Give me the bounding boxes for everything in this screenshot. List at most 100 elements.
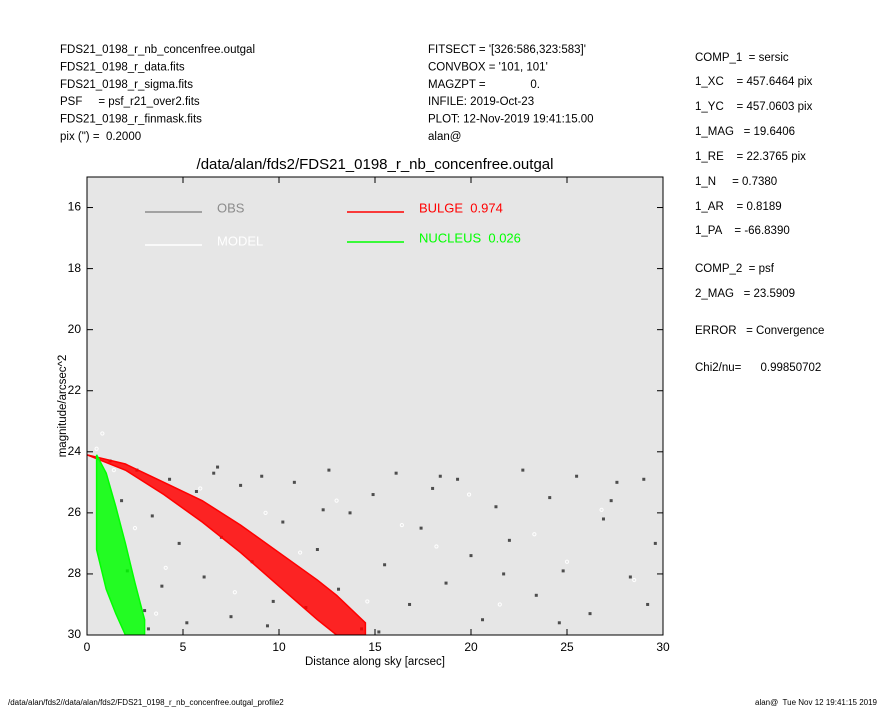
model-point — [154, 611, 159, 616]
model-point — [564, 559, 570, 564]
y-tick-label: 24 — [68, 444, 82, 458]
obs-point — [557, 621, 561, 625]
header-middle-line: alan@ — [428, 131, 461, 143]
obs-point — [315, 548, 319, 552]
obs-point — [383, 563, 387, 567]
x-tick-label: 0 — [84, 640, 91, 654]
x-tick-label: 10 — [272, 640, 286, 654]
obs-point — [615, 480, 619, 484]
obs-point — [271, 599, 275, 603]
x-tick-label: 25 — [560, 640, 574, 654]
plot-area — [86, 176, 664, 636]
model-point — [232, 590, 237, 595]
obs-point — [548, 496, 552, 500]
model-point — [532, 532, 537, 537]
fit-parameter: ERROR = Convergence — [695, 325, 824, 337]
obs-point — [642, 477, 646, 481]
obs-point — [265, 624, 269, 628]
obs-point — [321, 508, 325, 512]
fit-parameter: 1_XC = 457.6464 pix — [695, 76, 813, 88]
header-left-line: FDS21_0198_r_nb_concenfree.outgal — [60, 44, 255, 56]
y-tick-label: 20 — [68, 322, 82, 336]
obs-point — [160, 584, 164, 588]
model-point — [298, 550, 303, 555]
header-middle-line: FITSECT = '[326:586,323:583]' — [428, 44, 586, 56]
fit-parameter: 1_RE = 22.3765 pix — [695, 151, 806, 163]
header-left-line: FDS21_0198_r_finmask.fits — [60, 114, 202, 126]
model-point — [94, 446, 99, 451]
obs-point — [150, 514, 154, 518]
y-tick-label: 22 — [68, 383, 82, 397]
obs-point — [216, 465, 220, 469]
model-point — [399, 522, 404, 528]
obs-point — [575, 474, 579, 478]
legend-label: NUCLEUS 0.026 — [419, 230, 521, 245]
model-point — [632, 577, 637, 583]
obs-point — [177, 541, 181, 545]
obs-point — [456, 477, 460, 481]
obs-point — [168, 477, 172, 481]
model-point — [198, 486, 203, 491]
y-tick-label: 28 — [68, 566, 82, 580]
obs-point — [507, 538, 511, 542]
obs-point — [260, 474, 264, 478]
fit-parameter: COMP_1 = sersic — [695, 52, 789, 64]
model-point — [365, 599, 370, 604]
legend-label: MODEL — [217, 233, 263, 248]
obs-point — [194, 489, 198, 493]
fit-parameter: 1_YC = 457.0603 pix — [695, 101, 813, 113]
y-axis-label: magnitude/arcsec^2 — [57, 355, 69, 458]
model-point — [599, 507, 604, 512]
obs-point — [377, 630, 381, 634]
header-middle-line: PLOT: 12-Nov-2019 19:41:15.00 — [428, 114, 594, 126]
obs-point — [337, 587, 341, 591]
model-point — [132, 526, 138, 531]
obs-point — [202, 575, 206, 579]
obs-point — [229, 615, 233, 619]
obs-point — [292, 480, 296, 484]
obs-point — [281, 520, 285, 524]
header-middle-line: CONVBOX = '101, 101' — [428, 61, 548, 73]
obs-point — [628, 575, 632, 579]
obs-point — [327, 468, 331, 472]
y-tick-label: 30 — [68, 627, 82, 641]
header-left-line: PSF = psf_r21_over2.fits — [60, 96, 200, 108]
model-point — [497, 602, 502, 607]
model-band — [95, 454, 146, 635]
legend-label: OBS — [217, 200, 245, 215]
obs-point — [561, 569, 565, 573]
obs-point — [521, 468, 525, 472]
obs-point — [212, 471, 216, 475]
obs-point — [469, 554, 473, 558]
header-middle-line: MAGZPT = 0. — [428, 79, 540, 91]
x-tick-label: 15 — [368, 640, 382, 654]
obs-point — [185, 621, 189, 625]
obs-point — [494, 505, 498, 509]
obs-point — [419, 526, 423, 530]
plot-content — [87, 431, 657, 635]
model-point — [466, 492, 472, 497]
obs-point — [601, 517, 605, 521]
model-point — [263, 510, 268, 515]
x-tick-label: 30 — [656, 640, 670, 654]
header-middle-line: INFILE: 2019-Oct-23 — [428, 96, 534, 108]
model-band — [87, 454, 367, 635]
fit-parameter: 1_AR = 0.8189 — [695, 201, 782, 213]
obs-point — [534, 593, 538, 597]
x-tick-label: 5 — [180, 640, 187, 654]
obs-point — [239, 483, 243, 487]
obs-point — [481, 618, 485, 622]
obs-point — [143, 609, 147, 613]
model-point — [100, 431, 105, 436]
fit-parameter: COMP_2 = psf — [695, 263, 775, 275]
obs-point — [394, 471, 398, 475]
obs-point — [502, 572, 506, 576]
fit-parameter: 1_MAG = 19.6406 — [695, 126, 795, 138]
obs-point — [653, 541, 657, 545]
x-tick-label: 20 — [464, 640, 478, 654]
header-left-line: pix (") = 0.2000 — [60, 131, 141, 143]
chart-title: /data/alan/fds2/FDS21_0198_r_nb_concenfr… — [197, 156, 554, 173]
obs-point — [120, 499, 124, 503]
obs-point — [348, 511, 352, 515]
